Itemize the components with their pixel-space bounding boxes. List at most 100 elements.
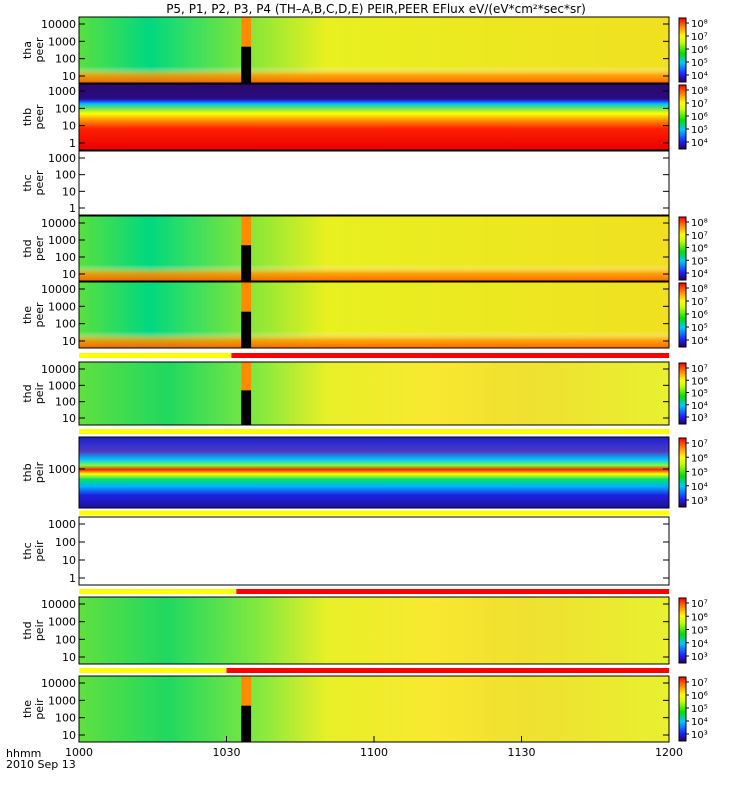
panel-label-thd: thd [21, 384, 34, 402]
colorbar-tick-label: 10⁵ [691, 626, 708, 637]
y-tick-label: 10 [62, 70, 76, 83]
data-gap-top [241, 17, 252, 47]
colorbar-tick-label: 10⁷ [691, 32, 708, 43]
colorbar [678, 216, 687, 281]
colorbar-tick-label: 10⁷ [691, 364, 708, 375]
colorbar-tick-label: 10⁵ [691, 256, 708, 267]
panel-thb-peer: thb peer 1 10 100 1000 10⁴ 10⁵ 10⁶ 10⁷ 10⁸ [21, 83, 708, 151]
low-energy-band [79, 216, 669, 281]
y-tick-label: 1000 [48, 85, 76, 98]
panel-label-peir: peir [33, 698, 46, 720]
y-tick-label: 1000 [48, 234, 76, 247]
y-tick-label: 1 [69, 572, 76, 585]
panel-frame [78, 516, 670, 586]
y-tick-label: 100 [55, 712, 76, 725]
panel-label-peir: peir [33, 540, 46, 562]
data-gap [241, 705, 252, 742]
colorbar-tick-label: 10⁶ [691, 112, 708, 123]
panel-frame [78, 436, 670, 509]
colorbar-tick-label: 10⁴ [691, 717, 708, 728]
mode-bars [79, 353, 670, 673]
colorbar-tick-label: 10⁶ [691, 310, 708, 321]
colorbar [678, 437, 687, 508]
y-tick-label: 1000 [48, 616, 76, 629]
colorbar-tick-label: 10⁶ [691, 376, 708, 387]
colorbar-tick-label: 10⁵ [691, 468, 708, 479]
colorbar [678, 282, 687, 348]
x-tick-label: 1200 [655, 746, 683, 759]
panel-frame [78, 16, 670, 84]
y-tick-label: 10 [62, 120, 76, 133]
colorbar-tick-label: 10⁴ [691, 639, 708, 650]
mode-bar-segment [236, 589, 670, 594]
mode-bar-segment [79, 668, 227, 673]
spectrogram-fill [79, 437, 669, 508]
y-tick-label: 100 [55, 102, 76, 115]
y-tick-label: 10 [62, 335, 76, 348]
panel-frame [78, 596, 670, 665]
panel-label-peer: peer [33, 236, 46, 262]
panel-label-peer: peer [33, 170, 46, 196]
panel-label-thb: thb [21, 463, 34, 481]
y-tick-label: 100 [55, 53, 76, 66]
colorbar-tick-label: 10⁵ [691, 389, 708, 400]
data-gap-top [241, 282, 252, 312]
y-tick-label: 10000 [41, 598, 76, 611]
panel-label-thb: thb [21, 108, 34, 126]
colorbar [678, 362, 687, 425]
data-gap-top [241, 216, 252, 246]
colorbar-tick-label: 10⁵ [691, 323, 708, 334]
colorbar-tick-label: 10⁸ [691, 86, 708, 97]
panel-frame [78, 83, 670, 151]
panel-label-peer: peer [33, 37, 46, 63]
y-tick-label: 10 [62, 651, 76, 664]
panel-label-thc: thc [21, 174, 34, 191]
mode-bar-segment [231, 353, 669, 358]
x-tick-label: 1000 [65, 746, 93, 759]
colorbar-tick-label: 10⁴ [691, 269, 708, 280]
mode-bar-segment [79, 510, 669, 516]
spectrogram-fill [79, 84, 669, 150]
data-gap-top [241, 676, 252, 706]
x-tick-label: 1130 [508, 746, 536, 759]
y-tick-label: 1000 [48, 518, 76, 531]
x-tick-label: 1030 [213, 746, 241, 759]
y-tick-label: 100 [55, 396, 76, 409]
mode-bar-segment [79, 589, 237, 594]
colorbar [678, 676, 687, 742]
panel-label-peir: peir [33, 461, 46, 483]
panel-frame [78, 361, 670, 426]
colorbar-tick-label: 10⁵ [691, 125, 708, 136]
panel-frame [78, 150, 670, 216]
y-tick-label: 100 [55, 318, 76, 331]
panel-label-thd: thd [21, 239, 34, 257]
panel-the-peer: the peer 10 100 1000 10000 10⁴ 10⁵ 10⁶ 10⁷ 10⁸ [21, 281, 708, 349]
y-tick-label: 10000 [41, 217, 76, 230]
panel-thc-peir: thc peir 1 10 100 1000 [21, 516, 670, 586]
data-gap [241, 390, 252, 425]
y-tick-label: 10000 [41, 363, 76, 376]
colorbar-tick-label: 10⁷ [691, 678, 708, 689]
mode-bar-segment [79, 353, 232, 358]
mode-bar-segment [79, 429, 669, 434]
colorbar [678, 84, 687, 150]
data-gap-top [241, 362, 252, 391]
panel-label-thc: thc [21, 542, 34, 559]
date-label: 2010 Sep 13 [6, 758, 76, 771]
colorbar-tick-label: 10⁴ [691, 71, 708, 82]
panel-label-peir: peir [33, 619, 46, 641]
spectrogram-fill [79, 362, 669, 425]
colorbar-tick-label: 10⁷ [691, 439, 708, 450]
data-gap [241, 46, 252, 83]
y-tick-label: 100 [55, 633, 76, 646]
low-energy-band [79, 17, 669, 83]
colorbar-tick-label: 10⁸ [691, 218, 708, 229]
y-tick-label: 1 [69, 202, 76, 215]
panel-label-peer: peer [33, 104, 46, 130]
y-tick-label: 100 [55, 536, 76, 549]
